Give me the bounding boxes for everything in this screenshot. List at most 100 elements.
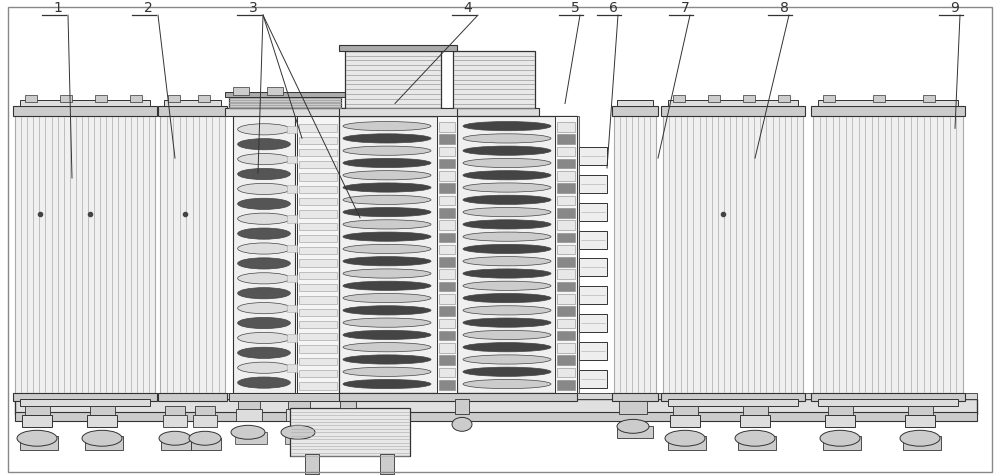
Bar bbox=[345, 52, 441, 109]
Bar bbox=[579, 287, 607, 305]
Ellipse shape bbox=[463, 318, 551, 327]
Ellipse shape bbox=[617, 419, 649, 433]
Bar bbox=[575, 117, 579, 393]
Bar bbox=[818, 399, 958, 407]
Text: 2: 2 bbox=[144, 1, 152, 15]
Bar bbox=[225, 109, 345, 117]
Bar bbox=[557, 245, 575, 255]
Ellipse shape bbox=[463, 159, 551, 168]
Bar bbox=[453, 52, 535, 109]
Bar bbox=[439, 270, 455, 279]
Bar bbox=[87, 416, 117, 427]
Bar bbox=[439, 380, 455, 390]
Bar bbox=[811, 107, 965, 117]
Bar bbox=[339, 109, 457, 117]
Bar bbox=[15, 117, 155, 393]
Bar bbox=[299, 149, 337, 157]
Bar bbox=[557, 135, 575, 145]
Bar bbox=[439, 197, 455, 206]
Ellipse shape bbox=[463, 367, 551, 377]
Bar bbox=[439, 245, 455, 255]
Bar bbox=[193, 416, 217, 427]
Bar bbox=[439, 356, 455, 365]
Bar bbox=[439, 123, 455, 132]
Bar bbox=[439, 221, 455, 230]
Bar bbox=[195, 407, 215, 416]
Text: 4: 4 bbox=[464, 1, 472, 15]
Ellipse shape bbox=[463, 184, 551, 193]
Bar bbox=[158, 107, 227, 117]
Bar bbox=[439, 307, 455, 316]
Bar bbox=[557, 172, 575, 181]
Bar bbox=[236, 409, 262, 421]
Ellipse shape bbox=[820, 430, 860, 446]
Ellipse shape bbox=[452, 417, 472, 431]
Ellipse shape bbox=[463, 331, 551, 340]
Bar bbox=[439, 343, 455, 353]
Bar bbox=[285, 432, 317, 444]
Bar bbox=[299, 284, 337, 292]
Ellipse shape bbox=[463, 355, 551, 364]
Bar bbox=[823, 95, 835, 103]
Bar bbox=[299, 309, 337, 316]
Bar bbox=[439, 233, 455, 243]
Bar bbox=[299, 260, 337, 267]
Bar bbox=[13, 393, 157, 401]
Bar bbox=[439, 258, 455, 267]
Bar bbox=[439, 282, 455, 292]
Ellipse shape bbox=[238, 318, 290, 329]
Bar bbox=[661, 107, 805, 117]
Bar bbox=[557, 343, 575, 353]
Bar bbox=[25, 407, 50, 416]
Bar bbox=[557, 197, 575, 206]
Bar bbox=[299, 137, 337, 145]
Ellipse shape bbox=[238, 169, 290, 180]
Bar bbox=[668, 399, 798, 407]
Bar bbox=[923, 95, 935, 103]
Bar bbox=[299, 174, 337, 181]
Ellipse shape bbox=[343, 135, 431, 144]
Bar bbox=[235, 432, 267, 444]
Bar bbox=[238, 401, 260, 411]
Ellipse shape bbox=[343, 245, 431, 254]
Ellipse shape bbox=[463, 257, 551, 266]
Bar bbox=[299, 235, 337, 243]
Ellipse shape bbox=[231, 426, 265, 439]
Bar bbox=[22, 416, 52, 427]
Bar bbox=[299, 272, 337, 279]
Ellipse shape bbox=[343, 355, 431, 364]
Bar bbox=[439, 368, 455, 377]
Text: 9: 9 bbox=[951, 1, 959, 15]
Bar bbox=[579, 176, 607, 193]
Bar bbox=[287, 275, 297, 283]
Bar bbox=[287, 127, 297, 134]
Bar bbox=[579, 315, 607, 332]
Ellipse shape bbox=[463, 135, 551, 144]
Bar bbox=[380, 454, 394, 474]
Ellipse shape bbox=[463, 294, 551, 303]
Bar bbox=[668, 436, 706, 450]
Bar bbox=[670, 416, 700, 427]
Bar bbox=[191, 438, 221, 450]
Bar bbox=[557, 233, 575, 243]
Ellipse shape bbox=[343, 196, 431, 205]
Bar bbox=[557, 282, 575, 292]
Bar bbox=[811, 393, 965, 401]
Bar bbox=[579, 342, 607, 360]
Bar bbox=[557, 356, 575, 365]
Ellipse shape bbox=[343, 282, 431, 291]
Bar bbox=[708, 95, 720, 103]
Ellipse shape bbox=[463, 343, 551, 352]
Bar bbox=[299, 162, 337, 169]
Ellipse shape bbox=[238, 184, 290, 195]
Bar bbox=[579, 259, 607, 277]
Bar bbox=[299, 223, 337, 230]
Ellipse shape bbox=[343, 306, 431, 315]
Bar bbox=[341, 109, 445, 117]
Bar bbox=[439, 135, 455, 145]
Ellipse shape bbox=[463, 122, 551, 131]
Ellipse shape bbox=[343, 233, 431, 242]
Bar bbox=[286, 409, 312, 421]
Bar bbox=[90, 407, 115, 416]
Ellipse shape bbox=[343, 171, 431, 180]
